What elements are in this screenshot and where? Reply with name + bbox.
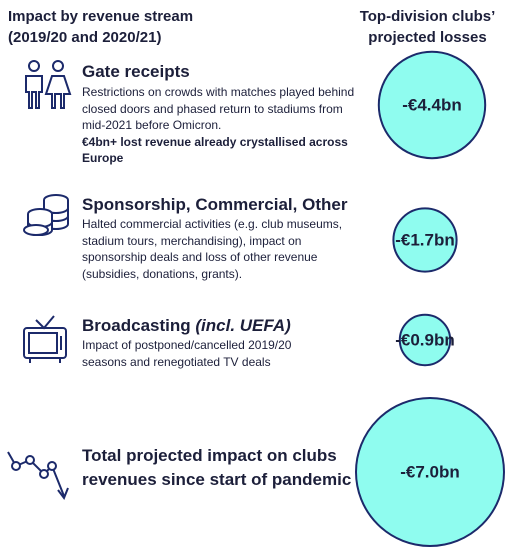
- loss-label: -€0.9bn: [395, 330, 455, 349]
- loss-label: -€4.4bn: [402, 95, 462, 114]
- stream-name: Broadcasting: [82, 316, 191, 335]
- stream-name-note: (incl. UEFA): [195, 316, 291, 335]
- icon-people: [25, 60, 72, 109]
- losses-header: Top-division clubs’ projected losses: [359, 8, 496, 46]
- stream-name-block: Broadcasting (incl. UEFA): [82, 316, 291, 336]
- subtitle: (2019/20 and 2020/21): [8, 29, 162, 46]
- stream-description: Restrictions on crowds with matches play…: [82, 85, 355, 132]
- loss-label: -€7.0bn: [400, 462, 460, 481]
- stream-name: Gate receipts: [82, 62, 190, 81]
- loss-bubble: [355, 397, 505, 547]
- loss-bubble: [398, 313, 452, 367]
- icon-tv: [23, 315, 67, 363]
- stream-note: €4bn+ lost revenue already crystallised …: [82, 134, 348, 166]
- stream-name: Sponsorship, Commercial, Other: [82, 195, 348, 214]
- stream-description: Impact of postponed/cancelled 2019/20 se…: [82, 338, 292, 369]
- stream-description-block: Restrictions on crowds with matches play…: [82, 84, 357, 167]
- loss-bubble: [392, 207, 458, 273]
- loss-label: -€1.7bn: [395, 230, 455, 249]
- stream-description: Halted commercial activities (e.g. club …: [82, 217, 343, 281]
- loss-bubble: [377, 50, 487, 160]
- icon-coins: [23, 194, 69, 236]
- title: Impact by revenue stream: [8, 8, 194, 25]
- icon-trend: [7, 451, 69, 501]
- total-label: Total projected impact on clubs revenues…: [82, 446, 352, 489]
- title-block: Impact by revenue stream (2019/20 and 20…: [8, 6, 193, 48]
